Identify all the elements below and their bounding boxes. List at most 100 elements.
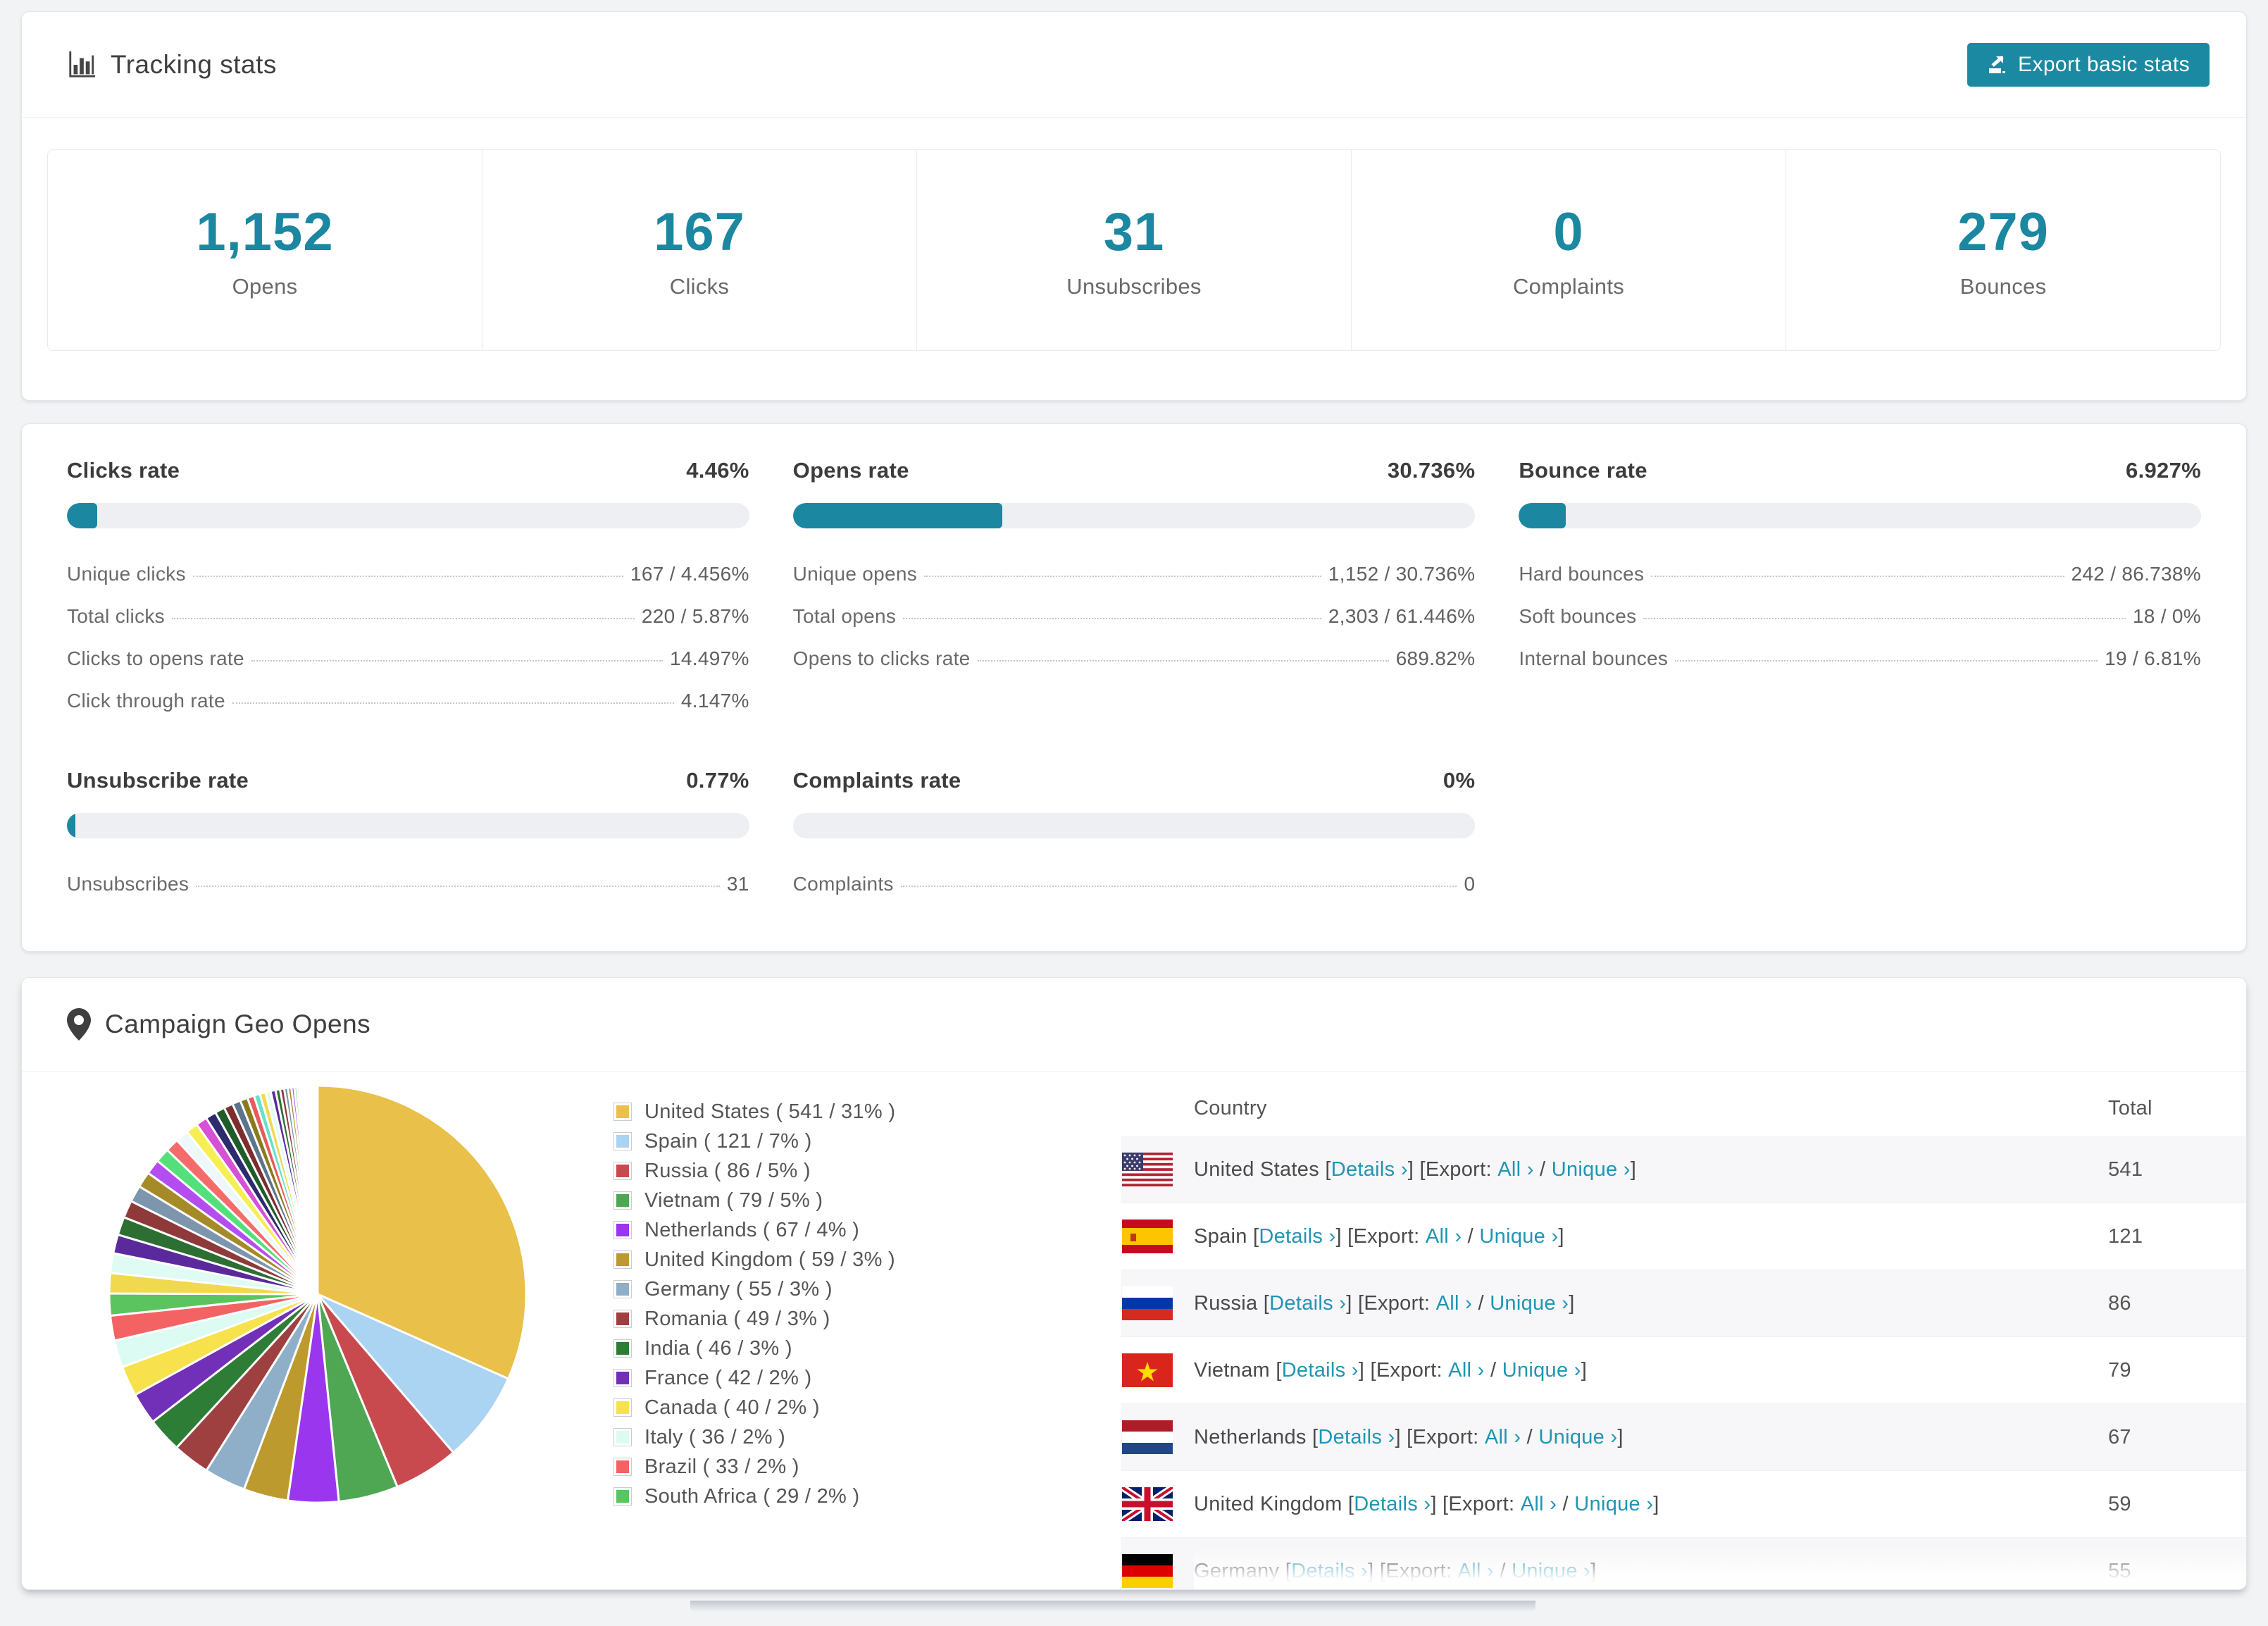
legend-swatch [613,1339,632,1358]
bar-chart-icon [67,50,96,80]
legend-label: Russia ( 86 / 5% ) [644,1160,811,1183]
details-link[interactable]: Details › [1259,1225,1335,1248]
stat-value: 279 [1957,201,2049,263]
dotted-leader [1675,660,2098,662]
punctuation: Export: [1376,1359,1443,1382]
legend-label: Vietnam ( 79 / 5% ) [644,1189,823,1212]
punctuation [1420,1225,1426,1248]
punctuation: Export: [1426,1158,1492,1181]
export-icon [1987,54,2008,75]
export-all-link[interactable]: All › [1497,1158,1533,1181]
punctuation: [ [1342,1493,1354,1516]
punctuation [1492,1158,1497,1181]
punctuation: ] [1569,1292,1574,1315]
metric-label: Total clicks [67,605,165,628]
rate-value: 0.77% [686,768,749,793]
geo-table: Country Total United States [Details ›] … [1121,1072,2246,1590]
es-flag-icon [1122,1220,1173,1253]
total-value: 86 [2108,1292,2246,1315]
rate-title: Opens rate [793,458,909,483]
rate-title: Unsubscribe rate [67,768,249,793]
export-unique-link[interactable]: Unique › [1502,1359,1581,1382]
progress-bar-track [793,813,1476,838]
geo-header: Campaign Geo Opens [22,978,2246,1072]
punctuation: ] [1558,1225,1564,1248]
geo-title: Campaign Geo Opens [105,1010,370,1039]
export-basic-stats-button[interactable]: Export basic stats [1967,43,2210,87]
total-value: 59 [2108,1493,2246,1516]
metric-label: Unique opens [793,563,917,585]
metric-label: Hard bounces [1519,563,1644,585]
export-all-link[interactable]: All › [1485,1426,1521,1449]
details-link[interactable]: Details › [1269,1292,1346,1315]
geo-pie-chart[interactable] [99,1076,536,1513]
details-link[interactable]: Details › [1331,1158,1408,1181]
legend-item: Spain ( 121 / 7% ) [613,1127,1121,1156]
export-unique-link[interactable]: Unique › [1552,1158,1631,1181]
details-link[interactable]: Details › [1318,1426,1395,1449]
details-link[interactable]: Details › [1354,1493,1431,1516]
export-all-link[interactable]: All › [1436,1292,1472,1315]
geo-pie-wrap [22,1072,613,1513]
us-flag-icon [1122,1153,1173,1186]
punctuation: Export: [1364,1292,1430,1315]
legend-label: Italy ( 36 / 2% ) [644,1426,785,1449]
punctuation: Export: [1385,1560,1452,1583]
country-name: United Kingdom [1194,1493,1342,1516]
export-unique-link[interactable]: Unique › [1479,1225,1558,1248]
dotted-leader [903,618,1321,619]
export-all-link[interactable]: All › [1426,1225,1462,1248]
country-cell: Russia [Details ›] [Export: All › / Uniq… [1173,1292,2108,1315]
dotted-leader [196,886,720,887]
metric-value: 220 / 5.87% [642,605,749,628]
legend-label: United Kingdom ( 59 / 3% ) [644,1248,895,1272]
country-cell: United States [Details ›] [Export: All ›… [1173,1158,2108,1181]
metric-value: 167 / 4.456% [630,563,749,585]
rate-title: Complaints rate [793,768,961,793]
export-unique-link[interactable]: Unique › [1538,1426,1617,1449]
punctuation [1443,1359,1448,1382]
punctuation [1430,1292,1435,1315]
dotted-leader [232,702,674,704]
campaign-geo-opens-card: Campaign Geo Opens United States ( 541 /… [21,977,2247,1590]
nl-flag-icon [1122,1420,1173,1454]
table-header-row: Country Total [1121,1080,2246,1136]
punctuation: ] [ [1408,1158,1426,1181]
gb-flag-icon [1122,1487,1173,1521]
country-name: Spain [1194,1225,1247,1248]
geo-content: United States ( 541 / 31% )Spain ( 121 /… [22,1072,2246,1590]
punctuation: ] [ [1395,1426,1412,1449]
export-unique-link[interactable]: Unique › [1490,1292,1569,1315]
table-row-vn: Vietnam [Details ›] [Export: All › / Uni… [1121,1337,2246,1404]
export-all-link[interactable]: All › [1521,1493,1557,1516]
metric-label: Unique clicks [67,563,186,585]
metric-label: Total opens [793,605,897,628]
punctuation [1514,1493,1520,1516]
legend-item: Vietnam ( 79 / 5% ) [613,1186,1121,1215]
legend-label: Spain ( 121 / 7% ) [644,1130,812,1153]
export-unique-link[interactable]: Unique › [1574,1493,1653,1516]
details-link[interactable]: Details › [1291,1560,1368,1583]
export-all-link[interactable]: All › [1448,1359,1484,1382]
legend-swatch [613,1280,632,1298]
export-all-link[interactable]: All › [1458,1560,1494,1583]
export-unique-link[interactable]: Unique › [1512,1560,1590,1583]
details-link[interactable]: Details › [1282,1359,1359,1382]
punctuation: / [1534,1158,1552,1181]
dotted-leader [251,660,663,662]
dotted-leader [1643,618,2126,619]
tracking-stats-header: Tracking stats Export basic stats [22,12,2246,118]
metric-value: 18 / 0% [2133,605,2201,628]
metric-label: Click through rate [67,690,225,712]
vn-flag-icon [1122,1353,1173,1387]
